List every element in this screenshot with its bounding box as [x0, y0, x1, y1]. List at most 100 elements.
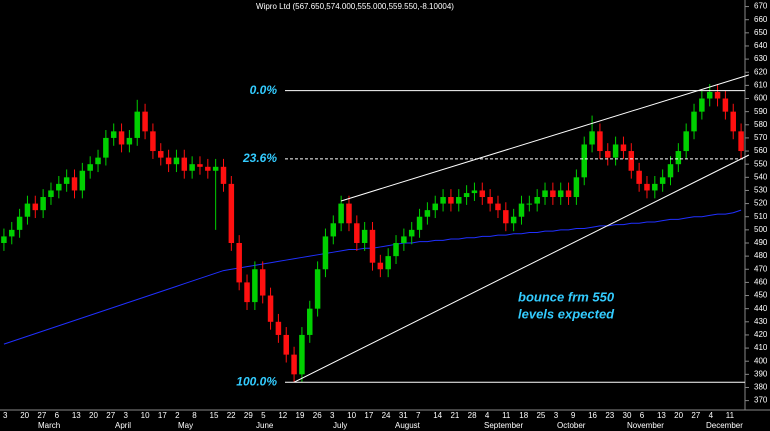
candle-body [110, 131, 117, 138]
month-label: June [256, 421, 274, 430]
x-tick-label: 17 [364, 411, 373, 420]
candle-body [346, 203, 352, 224]
month-label: August [395, 421, 421, 430]
candle-body [259, 269, 266, 296]
candle-body [16, 216, 23, 230]
candle-body [385, 256, 391, 270]
candle-body [448, 197, 454, 204]
candle-body [573, 177, 580, 198]
y-tick-label: 470 [754, 264, 768, 273]
candle-body [361, 229, 368, 243]
x-tick-label: 19 [296, 411, 305, 420]
candle-body [71, 177, 78, 191]
candle-body [722, 98, 729, 112]
y-tick-label: 650 [754, 28, 768, 37]
candle-body [550, 190, 556, 198]
y-tick-label: 600 [754, 94, 768, 103]
candle-body [628, 151, 635, 171]
candle-body [9, 229, 15, 237]
month-label: May [178, 421, 193, 430]
candle-body [87, 164, 93, 171]
y-tick-label: 530 [754, 186, 768, 195]
x-tick-label: 18 [519, 411, 528, 420]
candle-body [150, 131, 156, 152]
x-tick-label: 23 [605, 411, 614, 420]
x-tick-label: 27 [37, 411, 46, 420]
x-tick-label: 20 [20, 411, 29, 420]
x-tick-label: 3 [330, 411, 335, 420]
candle-body [408, 229, 415, 237]
x-tick-label: 4 [485, 411, 490, 420]
candle-body [189, 164, 195, 171]
candle-body [165, 157, 172, 165]
candle-body [291, 354, 297, 375]
candle-body [542, 190, 548, 198]
y-tick-label: 620 [754, 67, 768, 76]
x-tick-label: 21 [450, 411, 459, 420]
month-label: December [706, 421, 743, 430]
y-tick-label: 420 [754, 330, 768, 339]
candle-body [424, 210, 431, 217]
candle-body [479, 190, 486, 198]
candle-body [667, 164, 674, 178]
candle-body [377, 262, 384, 270]
candle-body [338, 203, 344, 224]
candle-body [134, 111, 140, 138]
candle-body [636, 170, 642, 184]
candle-body [612, 144, 619, 158]
candle-body [267, 295, 274, 322]
candle-body [471, 190, 478, 194]
month-label: July [333, 421, 347, 430]
month-label: October [557, 421, 586, 430]
candle-body [205, 166, 211, 171]
candle-body [526, 203, 533, 205]
y-tick-label: 390 [754, 369, 768, 378]
y-tick-label: 430 [754, 317, 768, 326]
trendline [340, 74, 750, 202]
x-tick-label: 13 [657, 411, 666, 420]
candle-body [463, 193, 470, 198]
candle-body [220, 166, 227, 184]
x-tick-label: 5 [261, 411, 266, 420]
candle-body [581, 144, 587, 178]
candle-body [181, 157, 188, 171]
candle-body [1, 236, 7, 243]
candle-body [32, 203, 39, 211]
x-tick-label: 27 [106, 411, 115, 420]
candle-body [158, 151, 164, 158]
y-tick-label: 580 [754, 120, 768, 129]
annotation: levels expected [518, 306, 615, 321]
candle-body [597, 131, 603, 152]
candle-body [534, 197, 540, 204]
x-tick-label: 29 [244, 411, 253, 420]
candle-body [605, 151, 611, 158]
y-tick-label: 450 [754, 291, 768, 300]
x-tick-label: 22 [227, 411, 236, 420]
y-tick-label: 520 [754, 199, 768, 208]
x-tick-label: 11 [726, 411, 735, 420]
candle-body [48, 190, 54, 198]
x-tick-label: 9 [571, 411, 576, 420]
candle-body [432, 203, 438, 211]
candle-body [252, 269, 258, 303]
candle-body [212, 166, 219, 171]
candle-body [393, 242, 399, 257]
y-tick-label: 490 [754, 238, 768, 247]
month-label: April [115, 421, 131, 430]
candle-body [197, 164, 203, 167]
candle-body [299, 334, 305, 375]
candle-body [79, 170, 86, 191]
candle-body [644, 183, 650, 191]
chart-title: Wipro Ltd (567.650,574.000,555.000,559.5… [256, 2, 454, 11]
x-tick-label: 3 [123, 411, 128, 420]
month-label: November [627, 421, 664, 430]
annotation: bounce frm 550 [518, 289, 615, 304]
y-tick-label: 610 [754, 80, 768, 89]
candle-body [24, 203, 31, 217]
y-tick-label: 380 [754, 383, 768, 392]
candle-body [565, 190, 572, 198]
x-tick-label: 12 [278, 411, 287, 420]
candle-body [40, 197, 46, 211]
candle-body [314, 269, 321, 309]
candle-body [714, 91, 721, 99]
